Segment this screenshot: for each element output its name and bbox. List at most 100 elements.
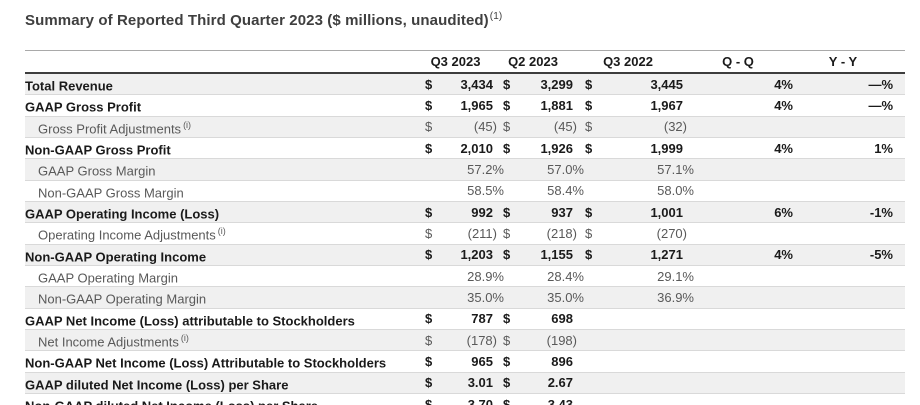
table-row: Non-GAAP Gross Margin 58.5% 58.4% 58.0% [25, 179, 905, 202]
dollar-sign-q3-2023: $ [418, 371, 440, 394]
header-label-spacer [25, 50, 418, 74]
value-q-q-change [683, 264, 793, 287]
dollar-sign-q3-2022: $ [573, 243, 603, 266]
value-q3-2022 [603, 307, 683, 330]
value-q3-2022: 57.1% [603, 158, 694, 181]
value-y-y-change [793, 350, 893, 373]
value-q-q-change: 4% [683, 94, 793, 117]
row-right-pad [893, 136, 905, 159]
value-q2-2023: (45) [523, 115, 577, 138]
value-q2-2023: 896 [523, 350, 573, 373]
dollar-sign-q2-2023 [493, 264, 523, 287]
value-q2-2023: 3.43 [523, 392, 573, 405]
header-y-y: Y - Y [793, 50, 893, 74]
row-label: GAAP Operating Income (Loss) [25, 200, 418, 223]
header-q-q: Q - Q [683, 50, 793, 74]
value-q2-2023: 2.67 [523, 371, 573, 394]
dollar-sign-q3-2022: $ [573, 222, 603, 245]
value-y-y-change [793, 286, 893, 309]
dollar-sign-q3-2022 [573, 307, 603, 330]
table-row: Non-GAAP Operating Income $ 1,203 $ 1,15… [25, 243, 905, 266]
dollar-sign-q3-2022 [573, 286, 603, 309]
value-q3-2022: (32) [603, 115, 687, 138]
row-right-pad [893, 115, 905, 138]
row-right-pad [893, 222, 905, 245]
value-q3-2022 [603, 350, 683, 373]
table-row: Non-GAAP diluted Net Income (Loss) per S… [25, 392, 905, 405]
value-q3-2022: 1,999 [603, 136, 683, 159]
value-q3-2023: 787 [440, 307, 493, 330]
table-row: GAAP Gross Margin 57.2% 57.0% 57.1% [25, 158, 905, 181]
value-q-q-change [683, 392, 793, 405]
row-label: Net Income Adjustments (i) [25, 328, 418, 351]
dollar-sign-q3-2023: $ [418, 73, 440, 95]
row-right-pad [893, 200, 905, 223]
value-q-q-change [683, 179, 793, 202]
dollar-sign-q2-2023: $ [493, 94, 523, 117]
value-q-q-change: 4% [683, 73, 793, 95]
value-q-q-change [683, 371, 793, 394]
dollar-sign-q3-2023: $ [418, 350, 440, 373]
value-q3-2022: 1,271 [603, 243, 683, 266]
table-row: GAAP diluted Net Income (Loss) per Share… [25, 371, 905, 394]
value-q2-2023: 937 [523, 200, 573, 223]
dollar-sign-q3-2023: $ [418, 243, 440, 266]
value-q3-2023: (211) [440, 222, 497, 245]
value-q2-2023: (198) [523, 328, 577, 351]
header-q3-2023: Q3 2023 [418, 50, 493, 74]
value-y-y-change: 1% [793, 136, 893, 159]
row-label: GAAP Gross Margin [25, 158, 418, 181]
value-q3-2023: 3.01 [440, 371, 493, 394]
value-q2-2023: 28.4% [523, 264, 584, 287]
row-label: GAAP Net Income (Loss) attributable to S… [25, 307, 418, 330]
dollar-sign-q2-2023: $ [493, 328, 523, 351]
value-q3-2022 [603, 371, 683, 394]
table-row: Operating Income Adjustments (i) $ (211) … [25, 222, 905, 245]
dollar-sign-q3-2022 [573, 350, 603, 373]
row-label: Non-GAAP Net Income (Loss) Attributable … [25, 350, 418, 373]
value-q3-2023: (45) [440, 115, 497, 138]
dollar-sign-q2-2023: $ [493, 392, 523, 405]
table-row: Non-GAAP Net Income (Loss) Attributable … [25, 350, 905, 373]
dollar-sign-q3-2023: $ [418, 94, 440, 117]
table-row: GAAP Net Income (Loss) attributable to S… [25, 307, 905, 330]
dollar-sign-q3-2022: $ [573, 115, 603, 138]
page-title: Summary of Reported Third Quarter 2023 (… [25, 11, 920, 29]
value-y-y-change [793, 328, 893, 351]
value-q3-2023: 1,203 [440, 243, 493, 266]
value-q2-2023: 1,926 [523, 136, 573, 159]
value-q3-2022: 58.0% [603, 179, 694, 202]
value-y-y-change [793, 222, 893, 245]
value-q3-2023: 35.0% [440, 286, 504, 309]
value-q3-2022: 36.9% [603, 286, 694, 309]
header-right-pad [893, 50, 905, 74]
row-label: GAAP Operating Margin [25, 264, 418, 287]
value-q2-2023: 57.0% [523, 158, 584, 181]
value-q3-2022 [603, 392, 683, 405]
value-q-q-change [683, 286, 793, 309]
dollar-sign-q3-2022 [573, 392, 603, 405]
dollar-sign-q3-2022: $ [573, 136, 603, 159]
value-q3-2023: 3,434 [440, 73, 493, 95]
value-q2-2023: 35.0% [523, 286, 584, 309]
value-q-q-change: 6% [683, 200, 793, 223]
row-label: Non-GAAP Operating Income [25, 243, 418, 266]
table-row: Net Income Adjustments (i) $ (178) $ (198… [25, 328, 905, 351]
row-label: Non-GAAP Gross Profit [25, 136, 418, 159]
value-q3-2023: 28.9% [440, 264, 504, 287]
dollar-sign-q2-2023: $ [493, 243, 523, 266]
table-row: Gross Profit Adjustments (i) $ (45) $ (45… [25, 115, 905, 138]
row-label: GAAP Gross Profit [25, 94, 418, 117]
value-y-y-change: —% [793, 73, 893, 95]
value-q-q-change [683, 350, 793, 373]
value-q3-2022: 3,445 [603, 73, 683, 95]
dollar-sign-q3-2023: $ [418, 115, 440, 138]
value-q2-2023: (218) [523, 222, 577, 245]
value-q3-2022: 29.1% [603, 264, 694, 287]
table-row: Non-GAAP Operating Margin 35.0% 35.0% 36… [25, 286, 905, 309]
dollar-sign-q3-2023: $ [418, 392, 440, 405]
value-q-q-change: 4% [683, 243, 793, 266]
dollar-sign-q2-2023 [493, 158, 523, 181]
dollar-sign-q3-2023: $ [418, 328, 440, 351]
dollar-sign-q3-2023 [418, 179, 440, 202]
